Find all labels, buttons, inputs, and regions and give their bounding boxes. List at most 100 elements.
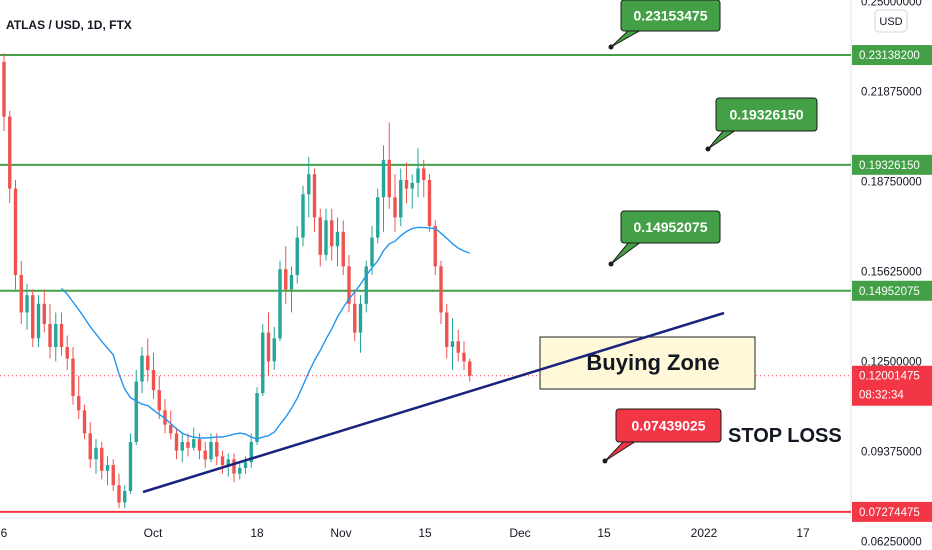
- candle-body[interactable]: [180, 442, 184, 451]
- candle-body[interactable]: [393, 197, 397, 218]
- candle-body[interactable]: [462, 352, 466, 362]
- candle-body[interactable]: [312, 174, 317, 218]
- candle-body[interactable]: [54, 323, 58, 347]
- level-callout[interactable]: [620, 0, 721, 32]
- candle-body[interactable]: [416, 168, 420, 183]
- candle-body[interactable]: [468, 361, 472, 376]
- callout-tail: [707, 129, 738, 150]
- candle-body[interactable]: [376, 197, 380, 238]
- candle-body[interactable]: [284, 269, 288, 290]
- candle-body[interactable]: [261, 332, 265, 394]
- candle-body[interactable]: [445, 312, 449, 347]
- callout-anchor-dot: [602, 458, 608, 464]
- candle-body[interactable]: [174, 433, 179, 451]
- level-callout[interactable]: [620, 210, 721, 244]
- price-tick-label: 0.12500000: [861, 356, 922, 368]
- candle-body[interactable]: [364, 266, 368, 304]
- stop-loss-label: STOP LOSS: [728, 425, 842, 447]
- candle-body[interactable]: [255, 393, 259, 443]
- candle-body[interactable]: [111, 465, 115, 486]
- candle-body[interactable]: [192, 439, 196, 448]
- candle-body[interactable]: [42, 303, 46, 324]
- time-tick-label: 18: [250, 526, 264, 540]
- candle-body[interactable]: [370, 237, 374, 267]
- candle-body[interactable]: [186, 442, 190, 448]
- candle-body[interactable]: [146, 355, 150, 371]
- candle-body[interactable]: [249, 442, 253, 463]
- candle-body[interactable]: [301, 194, 305, 238]
- candle-body[interactable]: [456, 341, 460, 353]
- candle-body[interactable]: [140, 355, 144, 382]
- candle-body[interactable]: [215, 442, 219, 457]
- candle-body[interactable]: [289, 275, 294, 290]
- candle-body[interactable]: [330, 220, 334, 247]
- candle-body[interactable]: [243, 462, 248, 468]
- candle-body[interactable]: [31, 295, 35, 339]
- candle-body[interactable]: [232, 459, 236, 474]
- candle-body[interactable]: [387, 159, 391, 198]
- candle-body[interactable]: [433, 226, 437, 267]
- level-callout[interactable]: [715, 97, 818, 132]
- candle-body[interactable]: [197, 439, 202, 451]
- candle-body[interactable]: [65, 346, 69, 359]
- candle-body[interactable]: [341, 231, 345, 267]
- candle-body[interactable]: [157, 390, 161, 411]
- candle-body[interactable]: [19, 275, 23, 313]
- candle-body[interactable]: [278, 269, 282, 339]
- candle-body[interactable]: [8, 116, 12, 189]
- candle-body[interactable]: [450, 341, 455, 347]
- candle-body[interactable]: [347, 266, 351, 304]
- candle-body[interactable]: [48, 323, 52, 347]
- candle-body[interactable]: [128, 442, 133, 491]
- candle-body[interactable]: [134, 381, 138, 443]
- candle-body[interactable]: [209, 442, 213, 460]
- price-axis-tag: [852, 280, 932, 301]
- candle-body[interactable]: [77, 395, 81, 411]
- currency-button-label: USD: [879, 16, 902, 28]
- candle-body[interactable]: [94, 447, 98, 460]
- time-tick-label: 17: [796, 526, 810, 540]
- candle-body[interactable]: [324, 220, 328, 255]
- price-tick-label: 0.09375000: [861, 446, 922, 458]
- candle-body[interactable]: [203, 450, 207, 460]
- candle-body[interactable]: [266, 332, 271, 362]
- candle-body[interactable]: [151, 370, 156, 391]
- candle-body[interactable]: [335, 231, 340, 247]
- candle-body[interactable]: [422, 168, 426, 180]
- candle-body[interactable]: [25, 295, 29, 313]
- candle-body[interactable]: [2, 61, 6, 117]
- candle-body[interactable]: [307, 174, 311, 195]
- candle-body[interactable]: [117, 485, 121, 503]
- candle-body[interactable]: [59, 323, 64, 347]
- candle-body[interactable]: [13, 188, 18, 275]
- candle-body[interactable]: [439, 266, 443, 313]
- candle-body[interactable]: [410, 182, 414, 189]
- candle-body[interactable]: [238, 467, 242, 474]
- candle-body[interactable]: [71, 358, 75, 396]
- currency-button[interactable]: [874, 9, 908, 33]
- candle-body[interactable]: [399, 179, 403, 218]
- candle-body[interactable]: [381, 159, 386, 198]
- candle-body[interactable]: [169, 424, 173, 434]
- candle-body[interactable]: [358, 303, 363, 333]
- candle-body[interactable]: [88, 433, 92, 460]
- candle-body[interactable]: [100, 447, 104, 471]
- candle-body[interactable]: [427, 179, 432, 227]
- candle-body[interactable]: [318, 217, 322, 255]
- candle-body[interactable]: [353, 303, 357, 333]
- candle-body[interactable]: [36, 303, 41, 339]
- trendline[interactable]: [142, 311, 725, 494]
- candle-body[interactable]: [226, 459, 230, 466]
- candle-body[interactable]: [295, 237, 299, 275]
- candle-body[interactable]: [123, 490, 127, 503]
- candle-body[interactable]: [220, 456, 225, 466]
- candle-body[interactable]: [404, 179, 409, 189]
- price-axis-tag-label: 0.07274475: [859, 507, 920, 519]
- level-callout[interactable]: [615, 408, 722, 443]
- candle-body[interactable]: [82, 410, 87, 434]
- callout-anchor-dot: [608, 44, 614, 50]
- candle-body[interactable]: [272, 338, 276, 362]
- candle-body[interactable]: [105, 465, 110, 471]
